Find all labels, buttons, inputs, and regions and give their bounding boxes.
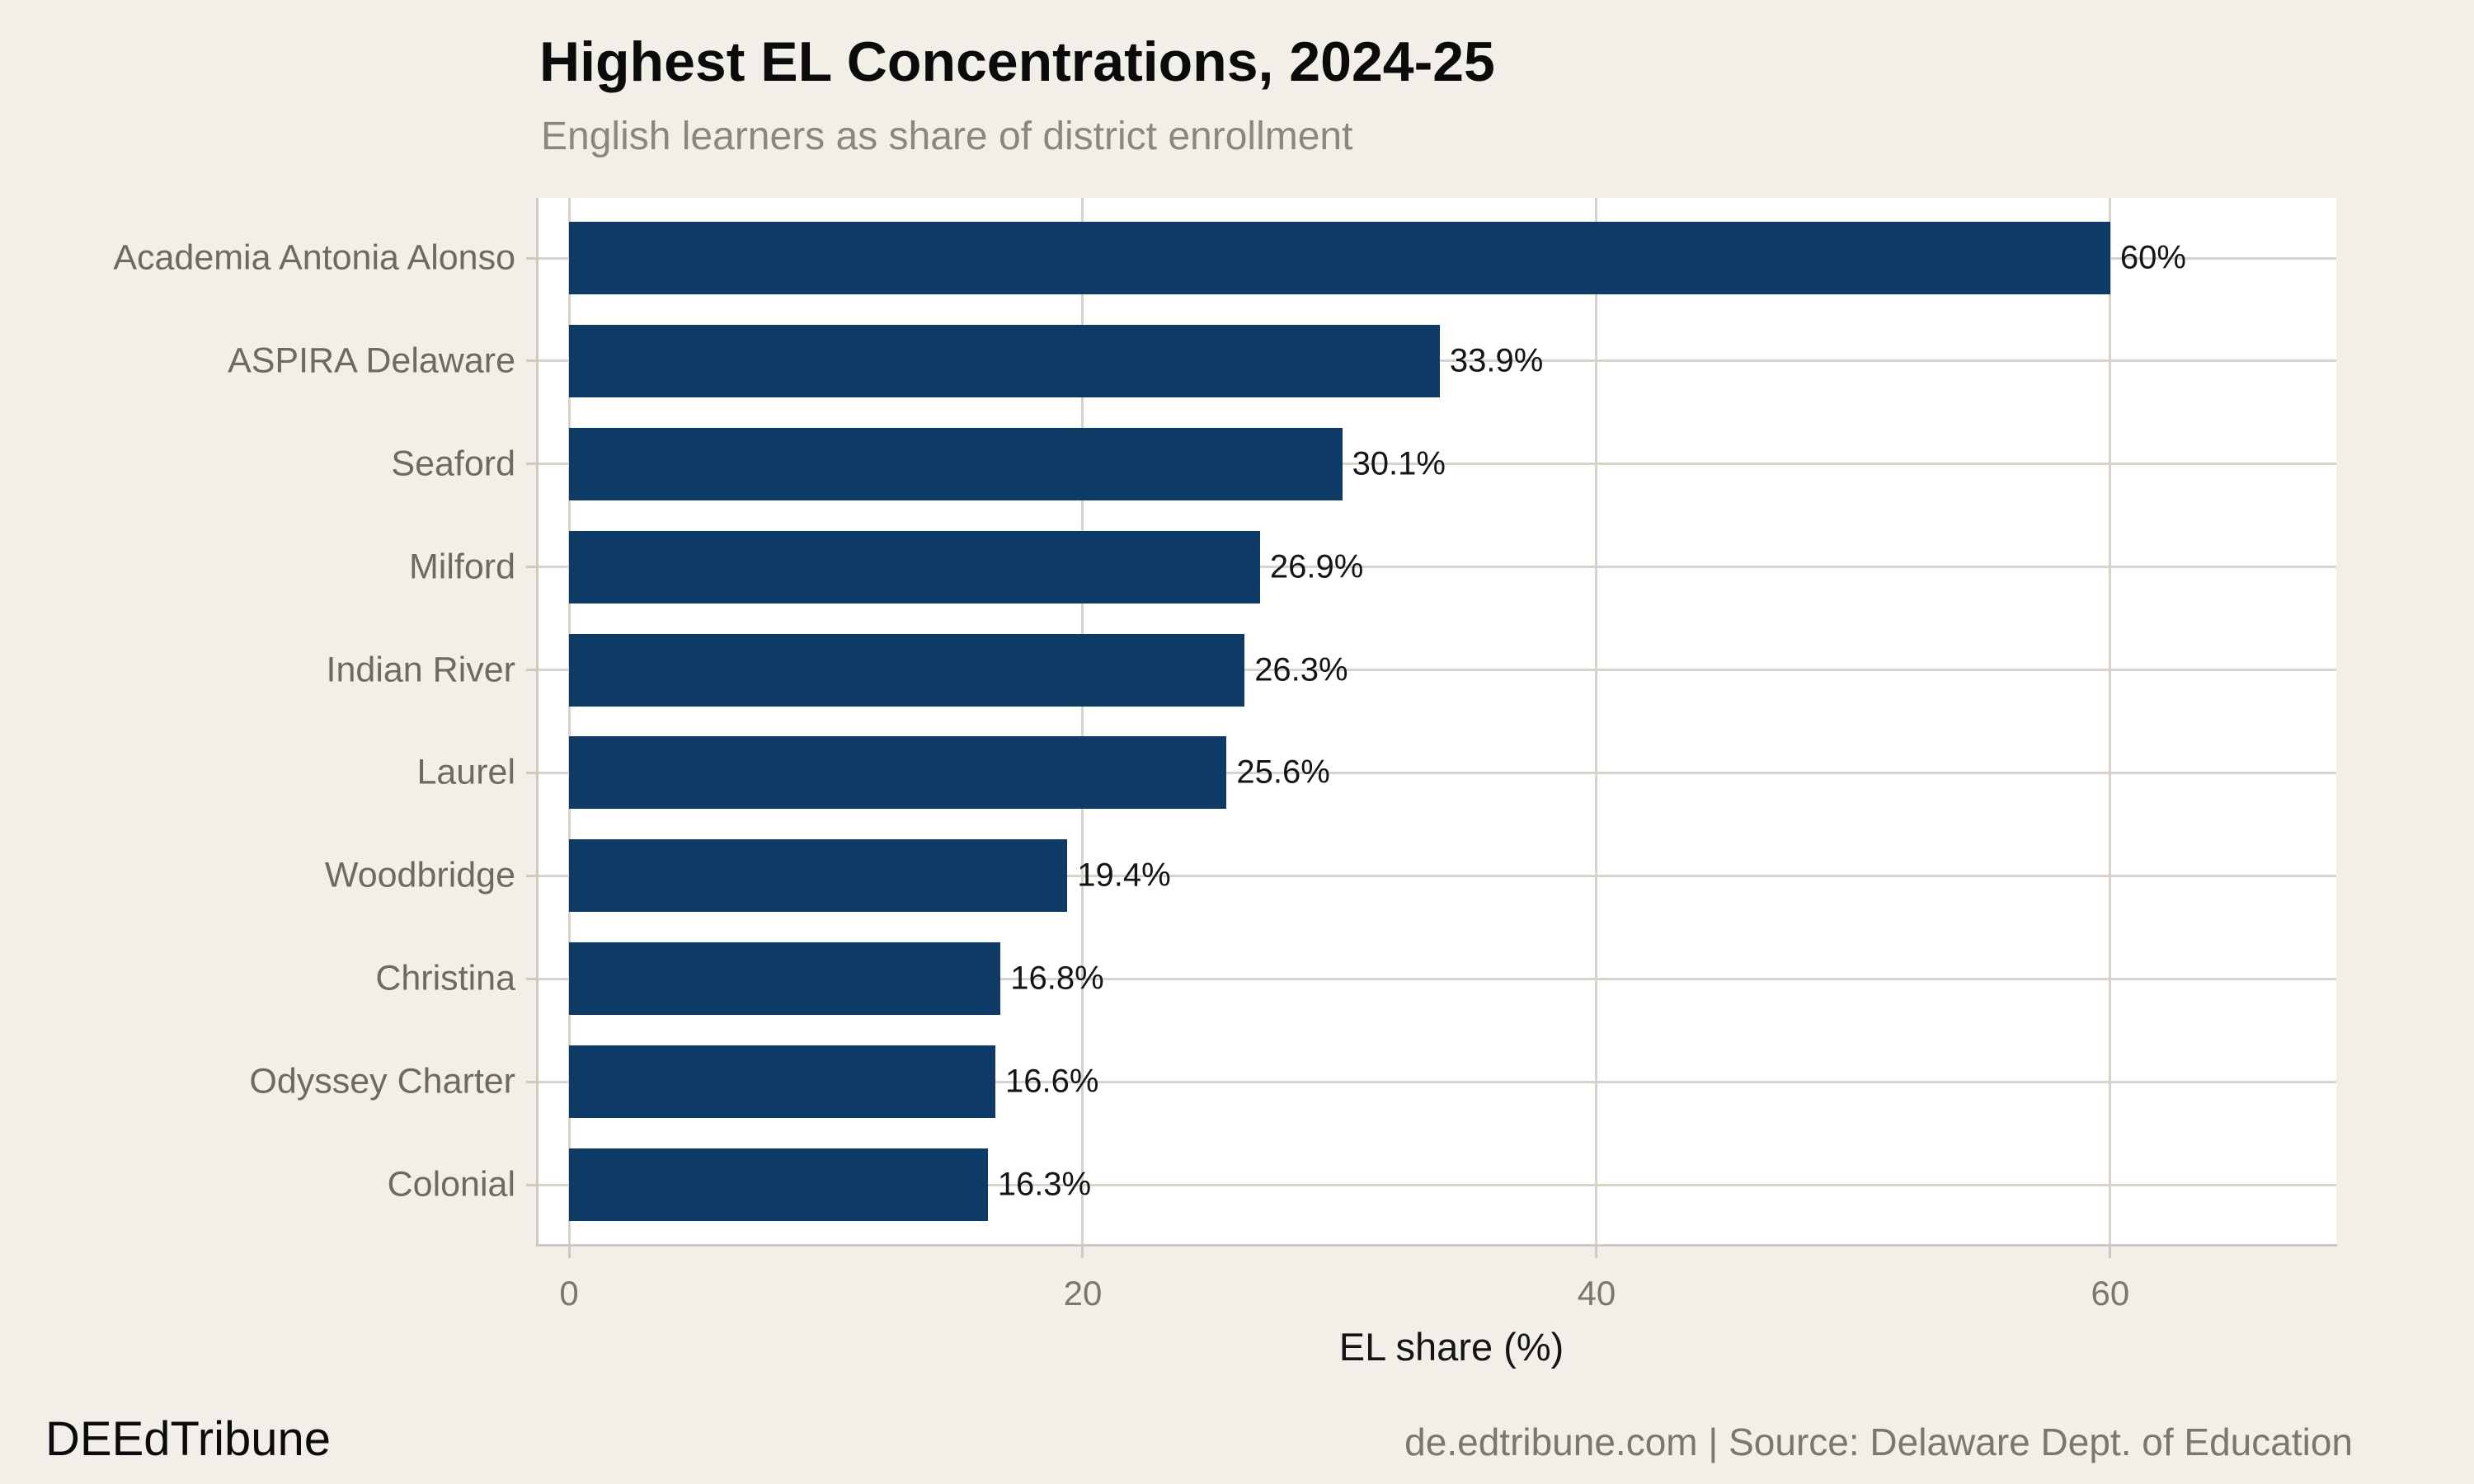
x-tick-mark (2109, 1247, 2112, 1258)
x-tick-label: 60 (2091, 1274, 2130, 1313)
category-label: ASPIRA Delaware (228, 340, 515, 381)
x-tick-label: 0 (559, 1274, 579, 1313)
bar-value-label: 16.3% (997, 1166, 1092, 1203)
bar (569, 324, 1440, 397)
bar-value-label: 26.9% (1269, 548, 1364, 585)
bar (569, 633, 1245, 707)
y-tick-mark (526, 1183, 538, 1186)
y-tick-mark (526, 1080, 538, 1083)
bar (569, 942, 1001, 1016)
bar (569, 736, 1227, 810)
category-label: Academia Antonia Alonso (113, 237, 515, 278)
bar-value-label: 25.6% (1236, 754, 1330, 791)
bar-value-label: 33.9% (1449, 342, 1544, 379)
h-gridline (538, 566, 2336, 569)
x-tick-mark (1081, 1247, 1084, 1258)
x-axis-line (536, 1244, 2337, 1247)
x-tick-label: 40 (1577, 1274, 1616, 1313)
category-label: Indian River (326, 650, 515, 690)
category-label: Colonial (387, 1164, 515, 1205)
category-label: Woodbridge (324, 855, 515, 895)
y-tick-mark (526, 463, 538, 466)
h-gridline (538, 771, 2336, 774)
y-tick-mark (526, 977, 538, 980)
y-tick-mark (526, 669, 538, 672)
h-gridline (538, 1080, 2336, 1083)
x-tick-label: 20 (1063, 1274, 1103, 1313)
h-gridline (538, 669, 2336, 672)
category-label: Milford (408, 547, 515, 587)
y-axis-line (536, 198, 539, 1247)
h-gridline (538, 874, 2336, 877)
bar-value-label: 16.6% (1005, 1063, 1099, 1100)
v-gridline (1081, 198, 1084, 1245)
bar (569, 530, 1260, 603)
bar (569, 1045, 996, 1119)
bar (569, 427, 1343, 500)
y-tick-mark (526, 771, 538, 774)
x-tick-mark (1595, 1247, 1598, 1258)
plot-panel: 60% 33.9% 30.1% 26.9% 26.3% 25.6% 19.4% 16.8% 16… (538, 198, 2336, 1245)
bar-value-label: 19.4% (1077, 857, 1171, 894)
v-gridline (567, 198, 571, 1245)
y-tick-mark (526, 874, 538, 877)
chart-title: Highest EL Concentrations, 2024-25 (539, 31, 1495, 93)
category-label: Odyssey Charter (249, 1061, 515, 1101)
footer-source: de.edtribune.com | Source: Delaware Dept… (1404, 1421, 2353, 1463)
h-gridline (538, 1183, 2336, 1186)
h-gridline (538, 463, 2336, 466)
category-label: Christina (375, 958, 515, 998)
bar (569, 1148, 988, 1221)
bar (569, 839, 1068, 913)
bar-value-label: 60% (2119, 239, 2186, 276)
v-gridline (2109, 198, 2112, 1245)
bar-value-label: 26.3% (1254, 651, 1348, 688)
bar (569, 222, 2110, 294)
v-gridline (1595, 198, 1598, 1245)
chart-subtitle: English learners as share of district en… (541, 115, 1353, 158)
x-tick-mark (567, 1247, 571, 1258)
category-label: Laurel (416, 752, 515, 792)
footer-brand: DEEdTribune (45, 1412, 332, 1466)
bar-value-label: 30.1% (1352, 445, 1446, 482)
h-gridline (538, 977, 2336, 980)
bar-value-label: 16.8% (1010, 960, 1104, 997)
x-axis-title: EL share (%) (1338, 1325, 1564, 1369)
y-tick-mark (526, 359, 538, 363)
y-tick-mark (526, 566, 538, 569)
category-label: Seaford (391, 444, 515, 484)
y-tick-mark (526, 256, 538, 260)
